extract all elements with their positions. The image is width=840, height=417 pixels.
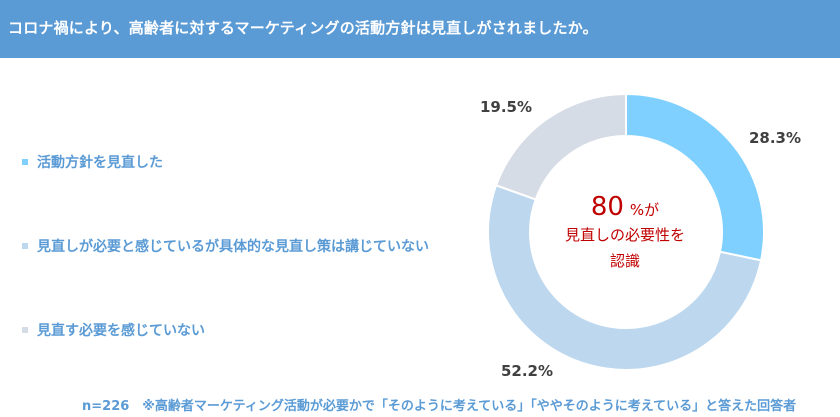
data-label-revised: 28.3%	[749, 129, 801, 147]
header-bar: コロナ禍により、高齢者に対するマーケティングの活動方針は見直しがされましたか。	[0, 0, 840, 58]
center-value: 80	[590, 192, 624, 222]
legend-label-revised: 活動方針を見直した	[37, 155, 163, 171]
legend-swatch-not-needed	[22, 327, 28, 333]
footnote: n=226 ※高齢者マーケティング活動が必要かで「そのように考えている」「ややそ…	[82, 399, 797, 414]
legend-label-not-needed: 見直す必要を感じていない	[37, 323, 205, 339]
donut-center-label: 80 %が 見直しの必要性を 認識	[540, 192, 710, 274]
legend-item-revised: 活動方針を見直した	[22, 152, 163, 172]
center-line-2: 見直しの必要性を	[564, 226, 685, 244]
legend-item-needed-not-acted: 見直しが必要と感じているが具体的な見直し策は講じていない	[22, 236, 429, 256]
legend-item-not-needed: 見直す必要を感じていない	[22, 320, 205, 340]
center-line-3: 認識	[609, 252, 640, 270]
center-unit: %が	[629, 201, 660, 219]
legend-swatch-needed-not-acted	[22, 243, 28, 249]
donut-slice-needed-not-acted	[487, 183, 763, 371]
page-title: コロナ禍により、高齢者に対するマーケティングの活動方針は見直しがされましたか。	[8, 19, 598, 37]
donut-slice-revised	[625, 92, 765, 262]
legend-swatch-revised	[22, 159, 28, 165]
data-label-needed-not-acted: 52.2%	[501, 362, 553, 380]
legend-label-needed-not-acted: 見直しが必要と感じているが具体的な見直し策は講じていない	[37, 239, 429, 255]
data-label-not-needed: 19.5%	[480, 98, 532, 116]
donut-slice-not-needed	[494, 92, 627, 201]
